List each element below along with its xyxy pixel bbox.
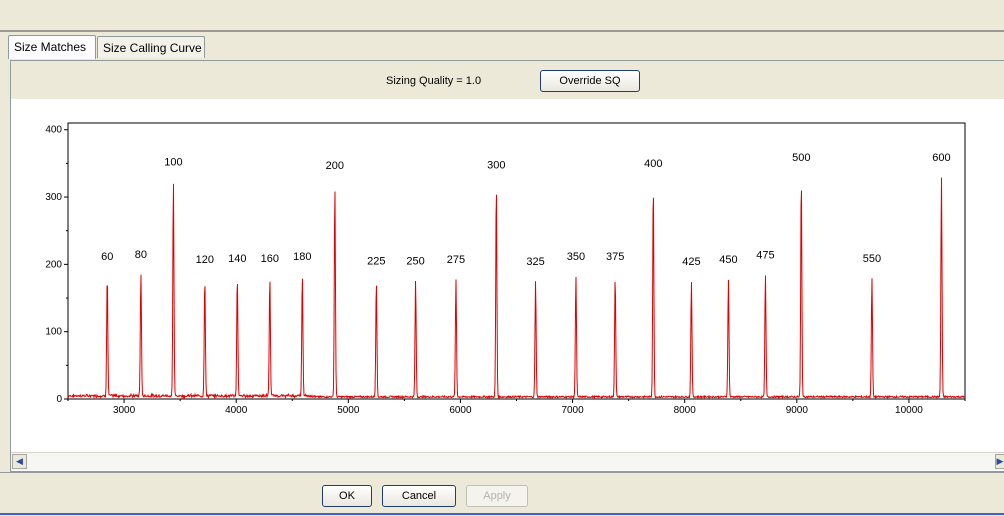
x-tick-label: 3000	[113, 405, 136, 416]
dialog-button-bar: OK Cancel Apply	[0, 472, 1004, 516]
override-sq-button[interactable]: Override SQ	[540, 70, 640, 92]
peak-label: 350	[567, 251, 585, 263]
peak-label: 375	[606, 251, 624, 263]
y-tick-label: 100	[45, 327, 62, 338]
x-tick-label: 8000	[674, 405, 697, 416]
ok-button[interactable]: OK	[322, 485, 372, 507]
scroll-left-icon[interactable]: ◀	[12, 454, 27, 469]
electropherogram-trace	[67, 177, 966, 400]
peak-label: 100	[164, 157, 182, 169]
x-tick-label: 10000	[895, 405, 923, 416]
scroll-right-icon[interactable]: ▶	[995, 454, 1004, 469]
peak-label: 250	[406, 256, 424, 268]
chart-background	[11, 99, 1004, 452]
peak-label: 200	[326, 160, 344, 172]
peak-label: 120	[196, 254, 214, 266]
apply-button[interactable]: Apply	[466, 485, 528, 507]
bottom-accent-line	[0, 513, 1004, 515]
sizing-quality-bar: Sizing Quality = 1.0 Override SQ	[11, 61, 1004, 99]
size-matches-panel: Sizing Quality = 1.0 Override SQ 0 100 200…	[10, 60, 1004, 472]
sizing-quality-label: Sizing Quality = 1.0	[386, 75, 482, 87]
peak-label: 325	[526, 256, 544, 268]
peak-label: 80	[135, 249, 147, 261]
peak-label: 160	[261, 253, 279, 265]
size-match-chart: 0 100 200 300 400 3000 4000 5000 6000 7000 8000 900…	[11, 99, 1004, 452]
x-tick-label: 4000	[225, 405, 248, 416]
x-tick-label: 6000	[449, 405, 472, 416]
x-tick-label: 9000	[786, 405, 809, 416]
y-tick-label: 0	[56, 394, 62, 405]
peak-label: 450	[719, 254, 737, 266]
x-tick-label: 7000	[561, 405, 584, 416]
peak-label: 550	[863, 253, 881, 265]
peak-label: 425	[682, 256, 700, 268]
tab-size-calling-curve[interactable]: Size Calling Curve	[97, 36, 205, 58]
peak-label: 600	[932, 152, 950, 164]
horizontal-scrollbar[interactable]: ◀ ▶	[11, 452, 1004, 470]
peak-label: 500	[792, 152, 810, 164]
peak-label: 400	[644, 158, 662, 170]
peak-label: 225	[367, 256, 385, 268]
peak-label: 140	[228, 253, 246, 265]
top-divider	[0, 30, 1004, 32]
top-toolbar-area	[0, 0, 1004, 30]
peak-label: 275	[447, 254, 465, 266]
x-tick-label: 5000	[337, 405, 360, 416]
tab-size-matches[interactable]: Size Matches	[8, 35, 96, 59]
peak-label: 180	[293, 251, 311, 263]
peak-label: 475	[756, 249, 774, 261]
peak-label: 300	[487, 159, 505, 171]
cancel-button[interactable]: Cancel	[382, 485, 456, 507]
y-tick-label: 200	[45, 259, 62, 270]
y-tick-label: 400	[45, 125, 62, 136]
y-tick-label: 300	[45, 192, 62, 203]
peak-label: 60	[101, 251, 113, 263]
